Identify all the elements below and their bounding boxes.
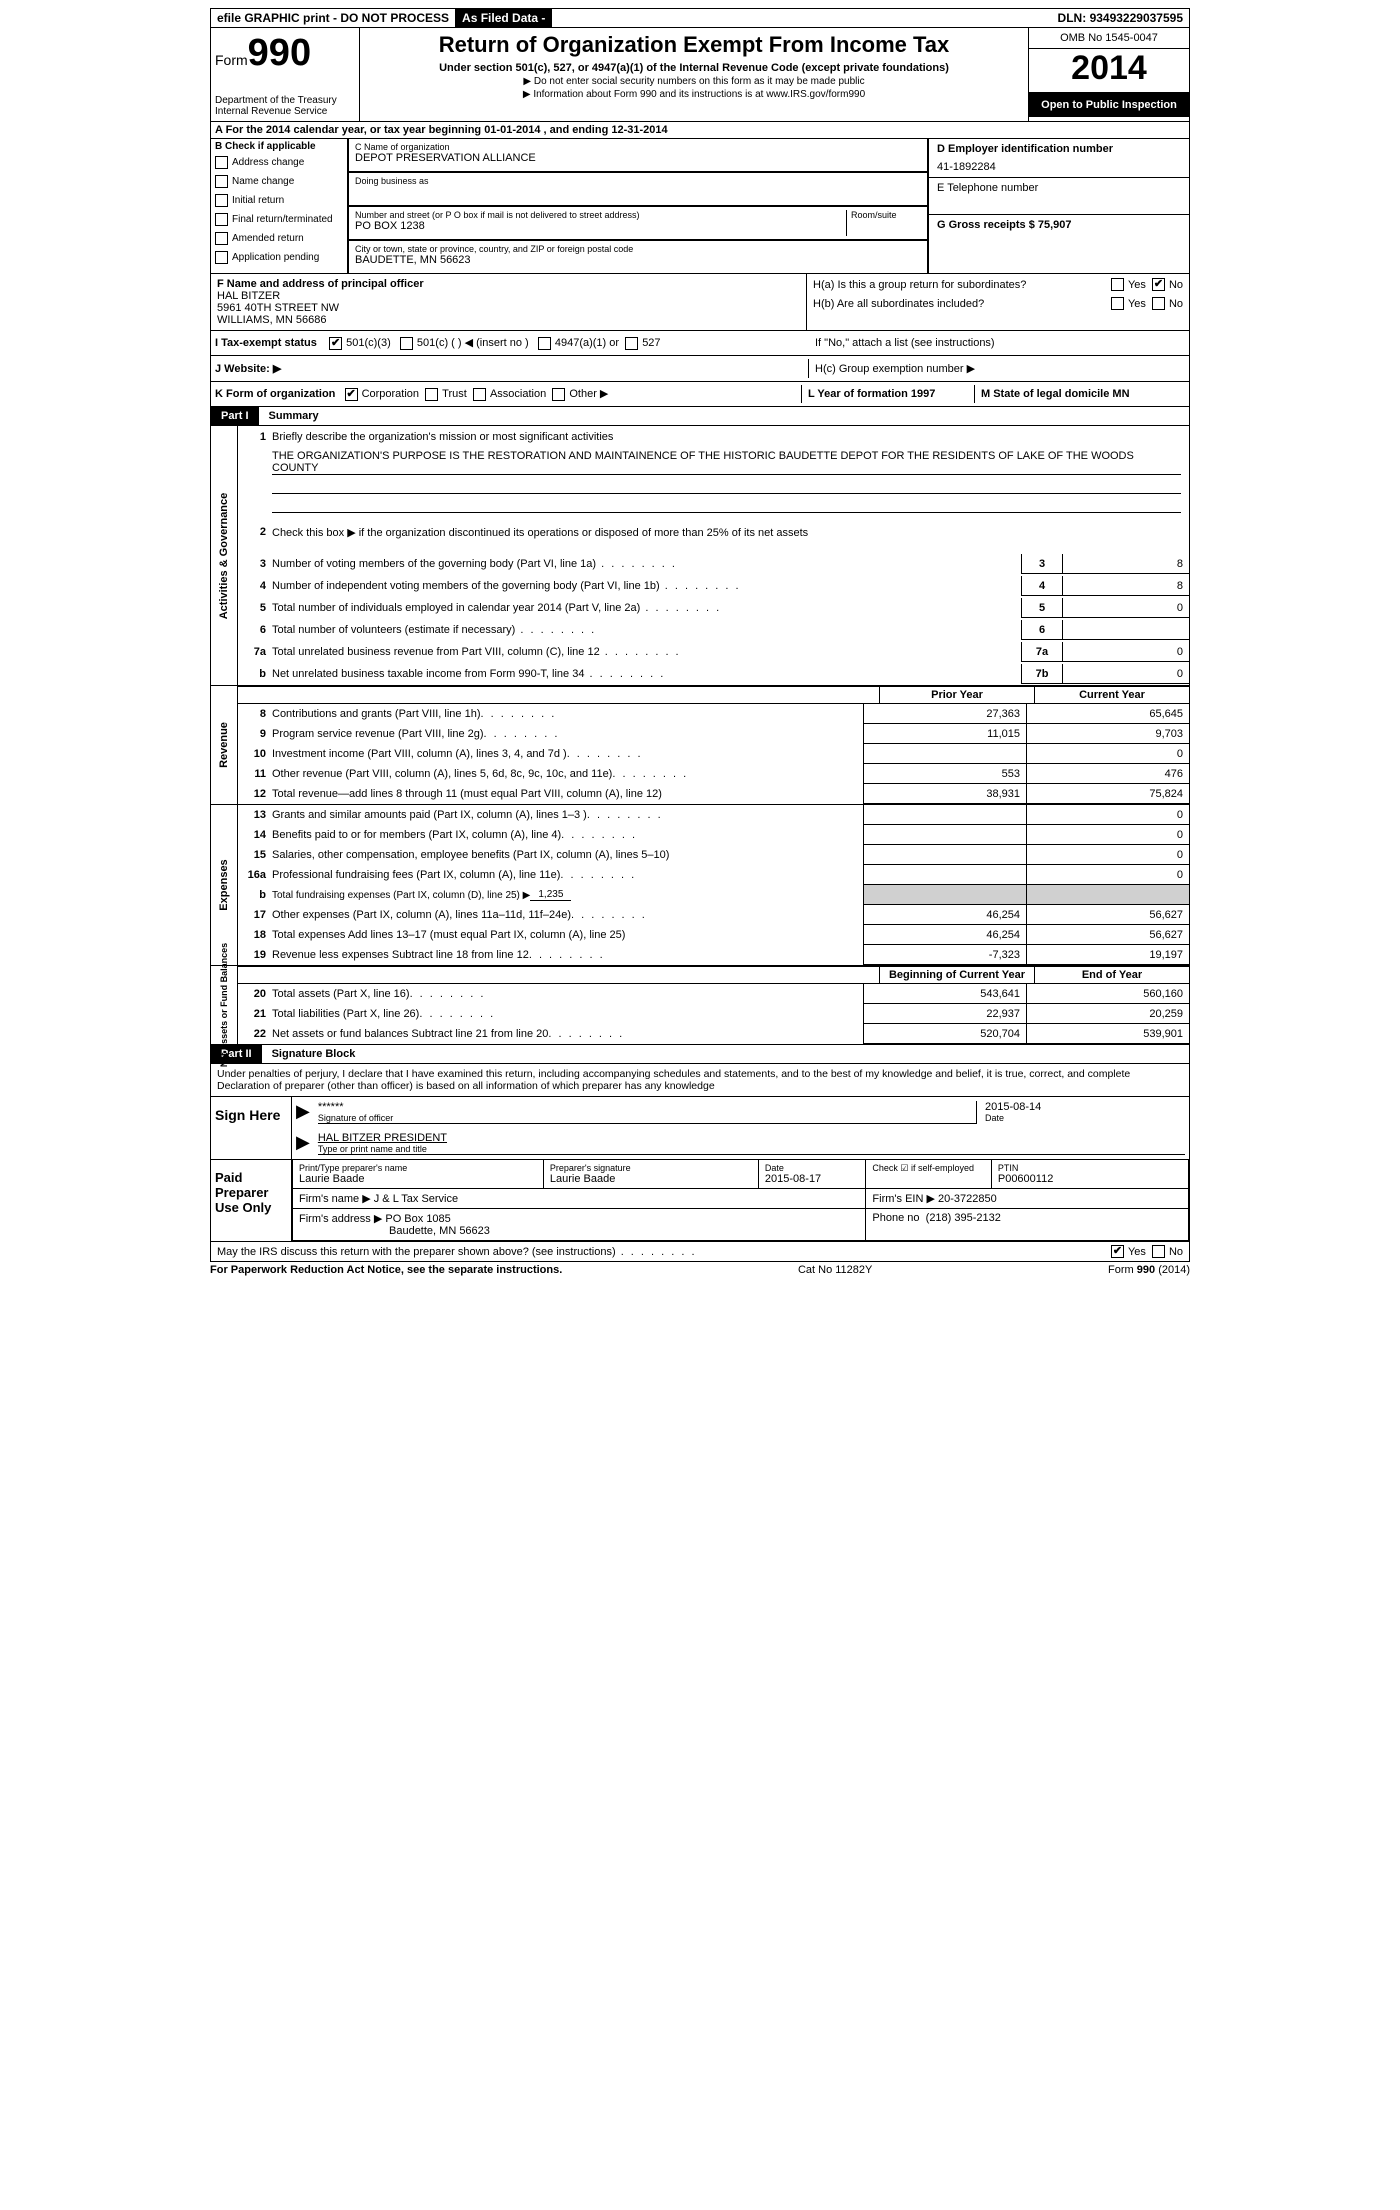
block-c: C Name of organization DEPOT PRESERVATIO…: [347, 139, 929, 273]
cb-other[interactable]: [552, 388, 565, 401]
sign-here: Sign Here ▶ ****** Signature of officer …: [210, 1097, 1190, 1160]
cb-assoc[interactable]: [473, 388, 486, 401]
ein: 41-1892284: [937, 161, 1181, 173]
cb-4947[interactable]: [538, 337, 551, 350]
cb-irs-no[interactable]: [1152, 1245, 1165, 1258]
cb-501c[interactable]: [400, 337, 413, 350]
block-h: H(a) Is this a group return for subordin…: [807, 274, 1189, 330]
org-address: PO BOX 1238: [355, 220, 846, 232]
header: Form990 Department of the Treasury Inter…: [210, 28, 1190, 122]
cb-ha-yes[interactable]: [1111, 278, 1124, 291]
expenses-section: Expenses 13Grants and similar amounts pa…: [210, 805, 1190, 966]
cb-name-change[interactable]: [215, 175, 228, 188]
arrow-icon: ▶: [296, 1101, 310, 1124]
org-city: BAUDETTE, MN 56623: [355, 254, 921, 266]
cb-amended[interactable]: [215, 232, 228, 245]
perjury-statement: Under penalties of perjury, I declare th…: [210, 1064, 1190, 1097]
vlabel-netassets: Net Assets or Fund Balances: [219, 943, 229, 1067]
footer: For Paperwork Reduction Act Notice, see …: [210, 1264, 1190, 1276]
top-bar: efile GRAPHIC print - DO NOT PROCESS As …: [210, 8, 1190, 28]
cb-527[interactable]: [625, 337, 638, 350]
cb-final-return[interactable]: [215, 213, 228, 226]
form-title: Return of Organization Exempt From Incom…: [364, 32, 1024, 58]
org-name: DEPOT PRESERVATION ALLIANCE: [355, 152, 921, 164]
form-id: Form 990 (2014): [1108, 1264, 1190, 1276]
as-filed: As Filed Data -: [456, 9, 552, 27]
cb-ha-no[interactable]: ✔: [1152, 278, 1165, 291]
row-i: I Tax-exempt status ✔501(c)(3) 501(c) ( …: [210, 331, 1190, 356]
cb-pending[interactable]: [215, 251, 228, 264]
part2-header: Part II Signature Block: [210, 1045, 1190, 1064]
header-left: Form990 Department of the Treasury Inter…: [211, 28, 360, 121]
cb-irs-yes[interactable]: ✔: [1111, 1245, 1124, 1258]
cb-initial-return[interactable]: [215, 194, 228, 207]
net-assets-section: Net Assets or Fund Balances Beginning of…: [210, 966, 1190, 1045]
form-990-page: efile GRAPHIC print - DO NOT PROCESS As …: [210, 8, 1190, 1276]
cb-trust[interactable]: [425, 388, 438, 401]
cb-address-change[interactable]: [215, 156, 228, 169]
gross-receipts: G Gross receipts $ 75,907: [937, 219, 1181, 231]
revenue-section: Revenue Prior Year Current Year 8Contrib…: [210, 686, 1190, 805]
efile-notice: efile GRAPHIC print - DO NOT PROCESS: [211, 9, 456, 27]
header-right: OMB No 1545-0047 2014 Open to Public Ins…: [1028, 28, 1189, 121]
cb-501c3[interactable]: ✔: [329, 337, 342, 350]
irs-discuss: May the IRS discuss this return with the…: [210, 1242, 1190, 1262]
row-j: J Website: ▶ H(c) Group exemption number…: [210, 356, 1190, 382]
cb-corp[interactable]: ✔: [345, 388, 358, 401]
part1-header: Part I Summary: [210, 407, 1190, 426]
blocks-fh: F Name and address of principal officer …: [210, 274, 1190, 331]
row-k: K Form of organization ✔Corporation Trus…: [210, 382, 1190, 407]
vlabel-expenses: Expenses: [218, 859, 230, 910]
cb-hb-yes[interactable]: [1111, 297, 1124, 310]
vlabel-activities: Activities & Governance: [218, 492, 230, 619]
dln: DLN: 93493229037595: [1052, 9, 1189, 27]
paid-preparer: Paid Preparer Use Only Print/Type prepar…: [210, 1160, 1190, 1242]
blocks-bcd: B Check if applicable Address change Nam…: [210, 139, 1190, 274]
mission-text: THE ORGANIZATION'S PURPOSE IS THE RESTOR…: [272, 450, 1181, 475]
arrow-icon: ▶: [296, 1132, 310, 1155]
block-d: D Employer identification number 41-1892…: [929, 139, 1189, 273]
preparer-table: Print/Type preparer's nameLaurie Baade P…: [292, 1160, 1189, 1241]
section-a: A For the 2014 calendar year, or tax yea…: [210, 122, 1190, 139]
block-b: B Check if applicable Address change Nam…: [211, 139, 347, 273]
cb-hb-no[interactable]: [1152, 297, 1165, 310]
header-mid: Return of Organization Exempt From Incom…: [360, 28, 1028, 121]
tax-year: 2014: [1029, 49, 1189, 93]
vlabel-revenue: Revenue: [218, 722, 230, 768]
block-f: F Name and address of principal officer …: [211, 274, 807, 330]
activities-governance: Activities & Governance 1Briefly describ…: [210, 426, 1190, 686]
